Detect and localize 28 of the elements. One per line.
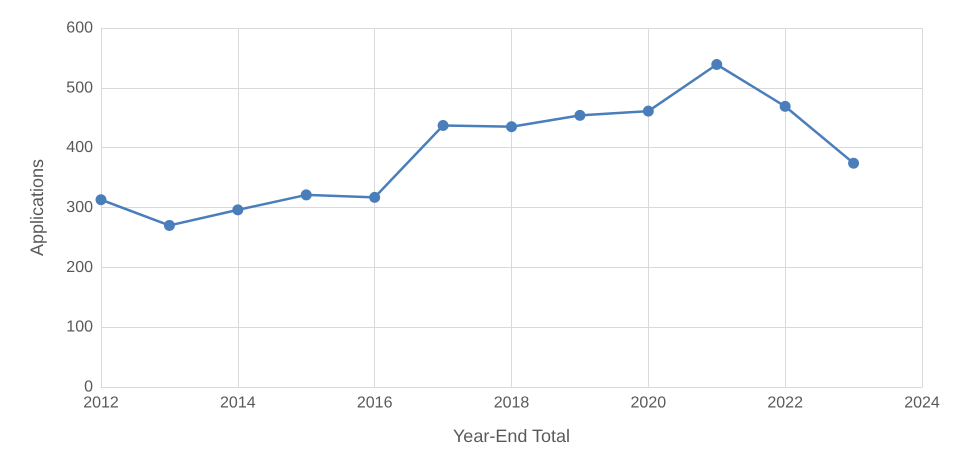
point — [164, 220, 175, 231]
y-tick-label: 400 — [66, 139, 94, 156]
x-tick-label: 2020 — [630, 394, 666, 412]
y-tick-label: 100 — [66, 318, 94, 336]
x-tick-label: 2014 — [220, 394, 256, 412]
y-tick-label: 500 — [66, 79, 94, 96]
point — [232, 204, 244, 216]
point — [506, 121, 517, 132]
point — [642, 106, 654, 117]
point — [369, 192, 380, 203]
x-tick-label: 2024 — [904, 394, 940, 412]
point — [574, 110, 586, 121]
x-tick-label: 2016 — [356, 394, 393, 412]
point — [300, 189, 312, 200]
point — [711, 59, 722, 70]
point — [780, 100, 791, 112]
point — [848, 158, 860, 169]
point — [438, 120, 449, 132]
point — [96, 194, 106, 206]
y-axis-title: Applications — [27, 158, 47, 256]
y-tick-label: 300 — [66, 199, 94, 216]
y-tick-label: 0 — [84, 378, 94, 396]
x-tick-label: 2018 — [494, 394, 530, 412]
y-tick-label: 600 — [66, 20, 94, 36]
y-tick-label: 200 — [66, 258, 94, 276]
x-tick-label: 2022 — [767, 394, 804, 412]
x-axis-title: Year-End Total — [452, 426, 570, 446]
x-tick-label: 2012 — [83, 394, 119, 412]
